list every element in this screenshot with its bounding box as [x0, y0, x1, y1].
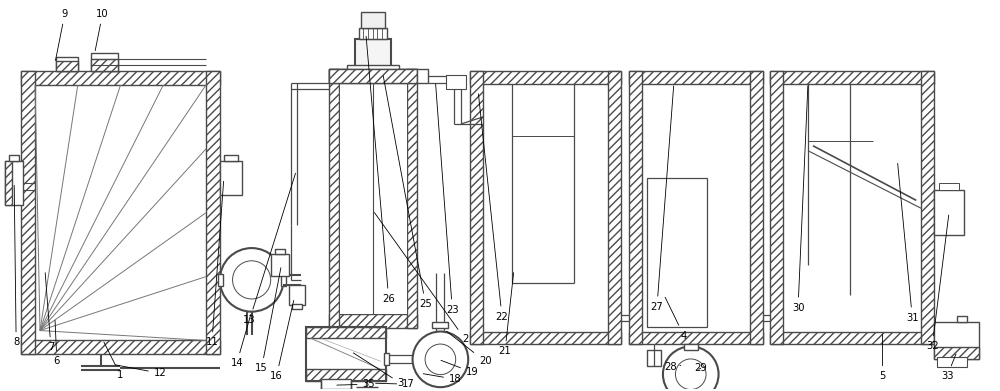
Text: 28: 28 — [665, 362, 681, 372]
Bar — [934, 348, 979, 359]
Text: 8: 8 — [13, 185, 19, 348]
Bar — [937, 357, 967, 367]
Bar — [206, 71, 220, 354]
Bar — [939, 183, 959, 190]
Bar — [218, 274, 223, 286]
Bar — [329, 314, 417, 328]
Bar — [608, 71, 621, 344]
Bar — [281, 274, 286, 286]
Bar — [750, 71, 763, 344]
Bar — [292, 304, 302, 308]
Text: 3: 3 — [353, 353, 404, 388]
Bar — [329, 69, 417, 83]
Bar — [91, 53, 118, 71]
Text: 27: 27 — [651, 86, 674, 312]
Bar — [339, 83, 407, 314]
Text: 22: 22 — [478, 94, 508, 322]
Text: 33: 33 — [941, 354, 956, 381]
Bar — [629, 71, 763, 84]
Text: 5: 5 — [879, 334, 886, 381]
Bar — [770, 71, 934, 84]
Text: 16: 16 — [270, 300, 294, 381]
Bar — [407, 69, 417, 328]
Bar — [921, 71, 934, 344]
Bar — [417, 69, 428, 83]
Text: 32: 32 — [926, 215, 949, 352]
Bar — [21, 71, 220, 85]
Bar — [329, 69, 339, 328]
Bar — [306, 369, 386, 381]
Bar — [56, 57, 78, 71]
Bar — [56, 61, 78, 71]
Text: 1: 1 — [104, 342, 124, 380]
Bar — [384, 353, 389, 365]
Text: 23: 23 — [436, 84, 459, 315]
Bar — [361, 12, 385, 27]
Text: 10: 10 — [95, 9, 109, 50]
Bar — [306, 326, 386, 381]
Bar — [306, 326, 386, 339]
Text: 15: 15 — [255, 268, 281, 373]
Bar — [770, 332, 934, 344]
Text: 21: 21 — [499, 273, 514, 357]
Bar — [220, 161, 242, 196]
Bar — [934, 190, 964, 235]
Bar — [934, 321, 979, 359]
Bar — [629, 332, 763, 344]
Text: 35: 35 — [337, 379, 375, 389]
Bar — [355, 39, 391, 67]
Text: 7: 7 — [45, 273, 54, 352]
Bar — [470, 71, 483, 344]
Bar — [647, 350, 661, 366]
Bar — [5, 161, 12, 205]
Text: 31: 31 — [898, 163, 919, 323]
Text: 12: 12 — [115, 365, 167, 378]
Text: 14: 14 — [230, 314, 251, 368]
Text: 6: 6 — [54, 320, 60, 366]
Bar — [5, 161, 23, 205]
Bar — [359, 27, 387, 39]
Bar — [957, 316, 967, 321]
Bar — [275, 249, 285, 254]
Bar — [446, 75, 466, 89]
Bar — [271, 254, 289, 276]
Bar — [629, 71, 642, 344]
Bar — [470, 71, 621, 84]
Text: 13: 13 — [243, 173, 296, 325]
Bar — [470, 332, 621, 344]
Bar — [9, 155, 19, 161]
Bar — [289, 285, 305, 305]
Bar — [91, 59, 118, 71]
Bar — [21, 341, 220, 354]
Text: 25: 25 — [383, 76, 432, 309]
Text: 29: 29 — [694, 363, 707, 373]
Text: 26: 26 — [366, 36, 395, 304]
Bar — [770, 71, 783, 344]
Text: 4: 4 — [665, 297, 687, 341]
Bar — [224, 155, 238, 161]
Bar — [21, 71, 35, 354]
Text: 20: 20 — [447, 331, 491, 366]
Bar — [647, 178, 707, 326]
Bar — [684, 344, 698, 350]
Bar — [329, 69, 417, 83]
Text: 17: 17 — [376, 379, 415, 389]
Text: 9: 9 — [55, 9, 68, 61]
Text: 30: 30 — [792, 86, 808, 313]
Bar — [321, 379, 351, 389]
Bar — [347, 65, 399, 71]
Text: 18: 18 — [423, 374, 462, 384]
Bar — [432, 321, 448, 328]
Text: 2: 2 — [374, 213, 468, 344]
Text: 11: 11 — [206, 181, 224, 348]
Bar — [329, 69, 417, 83]
Text: 19: 19 — [441, 361, 479, 377]
